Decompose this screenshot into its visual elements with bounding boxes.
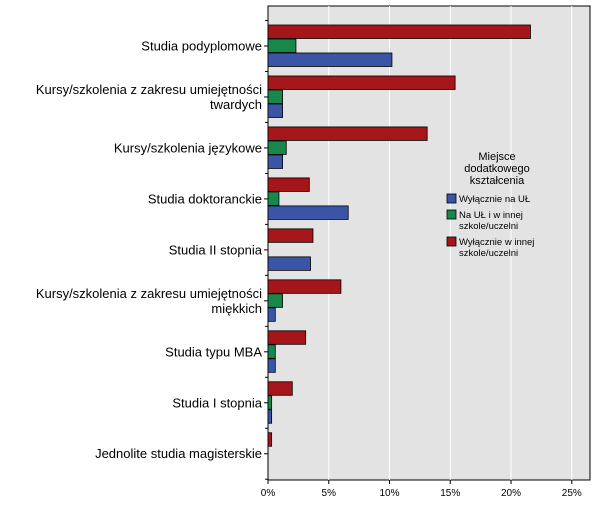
- x-tick-label-4: 20%: [501, 488, 521, 499]
- x-tick-label-5: 25%: [562, 488, 582, 499]
- bar-3-1: [267, 191, 280, 206]
- legend-label-2-0: Wyłącznie w innej: [459, 237, 534, 248]
- bar-3-2: [267, 205, 349, 220]
- bar-0-2: [267, 52, 393, 67]
- bar-7-0: [267, 381, 293, 396]
- bar-1-1: [267, 89, 283, 104]
- category-label-3-0: Studia doktoranckie: [148, 191, 262, 206]
- bar-2-0: [267, 126, 428, 141]
- category-label-0-0: Studia podyplomowe: [141, 39, 262, 54]
- bar-0-1: [267, 38, 297, 53]
- bar-1-2: [267, 103, 283, 118]
- legend-label-2-1: szkole/uczelni: [459, 248, 518, 259]
- bar-2-2: [267, 154, 283, 169]
- bar-0-0: [267, 24, 531, 39]
- bar-6-1: [267, 344, 276, 359]
- category-label-5-1: miękkich: [211, 301, 262, 316]
- legend-swatch-2: [446, 236, 457, 247]
- legend-title-1: dodatkowego: [464, 163, 529, 175]
- bar-8-0: [267, 432, 273, 447]
- legend-label-0-0: Wyłącznie na UŁ: [459, 194, 530, 205]
- legend-label-1-0: Na UŁ i w innej: [459, 210, 523, 221]
- category-label-1-1: twardych: [210, 97, 262, 112]
- bar-7-1: [267, 395, 273, 410]
- bar-5-1: [267, 293, 283, 308]
- legend-title-2: kształcenia: [470, 175, 525, 187]
- category-label-6-0: Studia typu MBA: [165, 344, 262, 359]
- legend-title-0: Miejsce: [478, 151, 515, 163]
- bar-6-0: [267, 330, 307, 345]
- bar-3-0: [267, 177, 310, 192]
- category-label-4-0: Studia II stopnia: [169, 242, 263, 257]
- bar-5-0: [267, 279, 342, 294]
- x-tick-label-1: 5%: [322, 488, 337, 499]
- bar-4-0: [267, 228, 314, 243]
- category-label-7-0: Studia I stopnia: [172, 395, 262, 410]
- bar-4-2: [267, 256, 311, 271]
- legend-swatch-1: [446, 209, 457, 220]
- bar-2-1: [267, 140, 287, 155]
- bar-7-2: [267, 409, 273, 424]
- x-tick-label-0: 0%: [261, 488, 276, 499]
- category-label-2-0: Kursy/szkolenia językowe: [114, 140, 262, 155]
- bar-6-2: [267, 358, 276, 373]
- x-tick-label-3: 15%: [440, 488, 460, 499]
- bar-1-0: [267, 75, 456, 90]
- bar-5-2: [267, 307, 276, 322]
- x-tick-label-2: 10%: [380, 488, 400, 499]
- category-label-1-0: Kursy/szkolenia z zakresu umiejętności: [36, 82, 262, 97]
- legend-swatch-0: [446, 193, 457, 204]
- category-label-5-0: Kursy/szkolenia z zakresu umiejętności: [36, 286, 262, 301]
- legend-label-1-1: szkole/uczelni: [459, 221, 518, 232]
- category-label-8-0: Jednolite studia magisterskie: [95, 446, 262, 461]
